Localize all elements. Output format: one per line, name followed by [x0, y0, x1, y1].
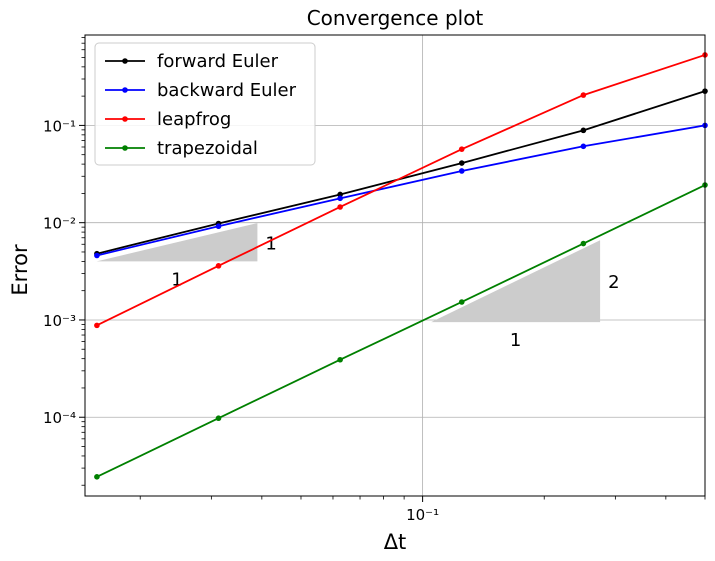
legend-item: trapezoidal: [105, 138, 258, 159]
legend-marker: [122, 58, 128, 64]
legend-item: leapfrog: [105, 109, 231, 130]
slope-rise-label: 2: [608, 272, 619, 293]
slope-triangle: [431, 240, 601, 323]
series-line: [96, 124, 706, 257]
legend-marker: [122, 116, 128, 122]
legend-label: forward Euler: [157, 51, 279, 72]
legend-marker: [122, 145, 128, 151]
slope-rise-label: 1: [265, 233, 276, 254]
plot-frame: [84, 34, 706, 497]
series-backward-euler: [94, 122, 708, 259]
data-series: [94, 52, 708, 480]
legend: forward Euler backward Euler leapfrog trape…: [94, 42, 316, 166]
series-trapezoidal: [94, 182, 708, 480]
data-point: [94, 474, 100, 480]
axis-ticks: 10⁻⁴ 10⁻³ 10⁻² 10⁻¹ 10⁻¹: [43, 37, 706, 524]
legend-box: [94, 42, 316, 166]
data-point: [215, 223, 222, 230]
series-line: [96, 184, 706, 478]
data-point: [337, 356, 343, 363]
y-tick-label: 10⁻³: [43, 312, 76, 330]
y-tick-label: 10⁻⁴: [43, 409, 76, 427]
data-point: [94, 252, 100, 259]
data-point: [458, 160, 465, 166]
data-point: [458, 168, 465, 174]
y-tick-label: 10⁻²: [43, 215, 76, 233]
data-point: [337, 195, 343, 202]
data-point: [580, 92, 587, 98]
series-line: [96, 54, 706, 327]
x-tick-label: 10⁻¹: [406, 506, 439, 524]
data-point: [215, 263, 222, 269]
data-point: [337, 191, 343, 198]
data-point: [580, 240, 587, 247]
slope-run-label: 1: [510, 330, 521, 351]
chart-title: Convergence plot: [307, 6, 484, 30]
data-point: [580, 143, 587, 150]
data-point: [458, 146, 465, 152]
legend-item: forward Euler: [105, 51, 279, 72]
legend-label: leapfrog: [157, 109, 231, 130]
slope-triangle: [96, 223, 258, 262]
data-point: [458, 299, 465, 305]
data-point: [337, 204, 343, 210]
legend-item: backward Euler: [105, 80, 297, 101]
data-point: [215, 415, 222, 422]
legend-label: backward Euler: [157, 80, 297, 101]
data-point: [580, 127, 587, 134]
legend-label: trapezoidal: [157, 138, 258, 159]
x-axis-label: Δt: [384, 530, 407, 554]
series-leapfrog: [94, 52, 708, 329]
slope-triangles: 1 1 1 2: [96, 223, 620, 351]
y-tick-label: 10⁻¹: [43, 117, 76, 135]
data-point: [94, 322, 100, 329]
y-axis-label: Error: [8, 244, 32, 296]
slope-run-label: 1: [171, 269, 182, 290]
legend-marker: [122, 87, 128, 93]
